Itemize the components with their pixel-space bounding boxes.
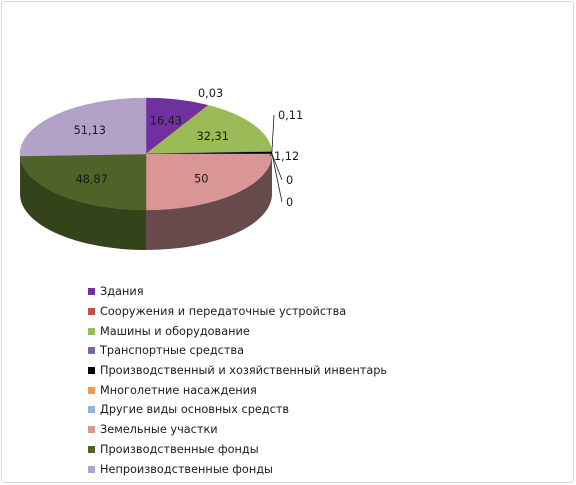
legend-label: Непроизводственные фонды [100, 462, 273, 476]
legend-swatch [88, 465, 95, 473]
slice-2-top [145, 105, 273, 155]
legend-label: Другие виды основных средств [100, 403, 290, 417]
legend-item: Сооружения и передаточные устройства [88, 302, 387, 322]
legend-label: Сооружения и передаточные устройства [100, 305, 347, 319]
legend-label: Многолетние насаждения [100, 383, 257, 397]
slice-8-side [20, 155, 146, 250]
legend-label: Земельные участки [100, 423, 218, 437]
legend-item: Производственные фонды [88, 440, 387, 460]
slice-6-label: 0 [286, 196, 293, 209]
legend-swatch [88, 308, 95, 316]
legend: Здания Сооружения и передаточные устройст… [88, 282, 387, 479]
slice-6-leader-line [271, 153, 283, 203]
legend-item: Машины и оборудование [88, 321, 387, 341]
legend-swatch [88, 288, 95, 296]
legend-item: Транспортные средства [88, 341, 387, 361]
legend-swatch [88, 347, 95, 355]
legend-swatch [88, 445, 95, 453]
legend-item: Земельные участки [88, 420, 387, 440]
slice-3-leader-line [271, 114, 275, 152]
pie-side-walls [20, 154, 272, 250]
legend-swatch [88, 367, 95, 375]
slice-7-top [145, 153, 273, 211]
legend-item: Другие виды основных средств [88, 400, 387, 420]
slice-5-label: 0 [286, 174, 293, 187]
slice-2-label: 32,31 [197, 130, 229, 143]
legend-swatch [88, 426, 95, 434]
legend-label: Машины и оборудование [100, 324, 250, 338]
slice-9-label: 51,13 [74, 124, 106, 137]
legend-label: Здания [100, 285, 144, 299]
legend-label: Транспортные средства [100, 344, 245, 358]
legend-item: Непроизводственные фонды [88, 459, 387, 479]
slice-7-label: 50 [194, 173, 208, 186]
legend-item: Производственный и хозяйственный инвента… [88, 361, 387, 381]
slice-5-leader-line [271, 153, 283, 181]
slice-8-top [19, 153, 147, 211]
legend-swatch [88, 327, 95, 335]
legend-label: Производственные фонды [100, 442, 259, 456]
slice-9-top [19, 97, 147, 157]
slice-4-leader-line [269, 152, 273, 157]
data-labels: 16,43 0,03 32,31 0,11 1,12 0 0 50 48,87 51,13 [74, 87, 304, 209]
slice-4-label: 1,12 [274, 150, 299, 163]
slice-0-label: 16,43 [150, 114, 182, 127]
slice-1-label: 0,03 [198, 87, 223, 100]
slice-3-label: 0,11 [278, 109, 303, 122]
legend-swatch [88, 386, 95, 394]
legend-swatch [88, 406, 95, 414]
slice-8-label: 48,87 [76, 173, 108, 186]
legend-label: Производственный и хозяйственный инвента… [100, 364, 388, 378]
legend-item: Многолетние насаждения [88, 380, 387, 400]
slice-7-side [146, 154, 272, 250]
pie-top-faces [19, 97, 273, 211]
legend-item: Здания [88, 282, 387, 302]
